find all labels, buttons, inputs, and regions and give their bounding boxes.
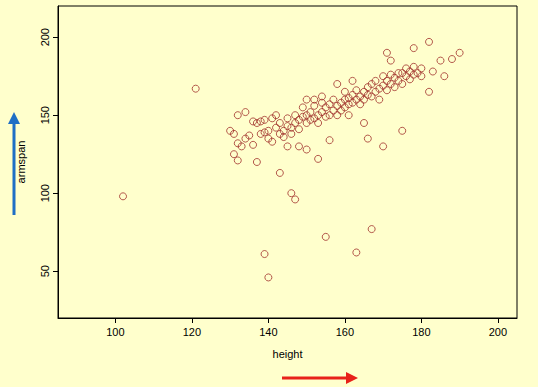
svg-text:100: 100	[39, 184, 51, 202]
svg-text:160: 160	[336, 326, 354, 338]
svg-text:140: 140	[259, 326, 277, 338]
svg-text:height: height	[273, 348, 303, 360]
svg-text:200: 200	[39, 28, 51, 46]
svg-text:120: 120	[183, 326, 201, 338]
svg-text:armspan: armspan	[15, 141, 27, 184]
svg-text:150: 150	[39, 106, 51, 124]
svg-text:180: 180	[412, 326, 430, 338]
svg-text:50: 50	[39, 265, 51, 277]
svg-text:200: 200	[489, 326, 507, 338]
svg-text:100: 100	[106, 326, 124, 338]
